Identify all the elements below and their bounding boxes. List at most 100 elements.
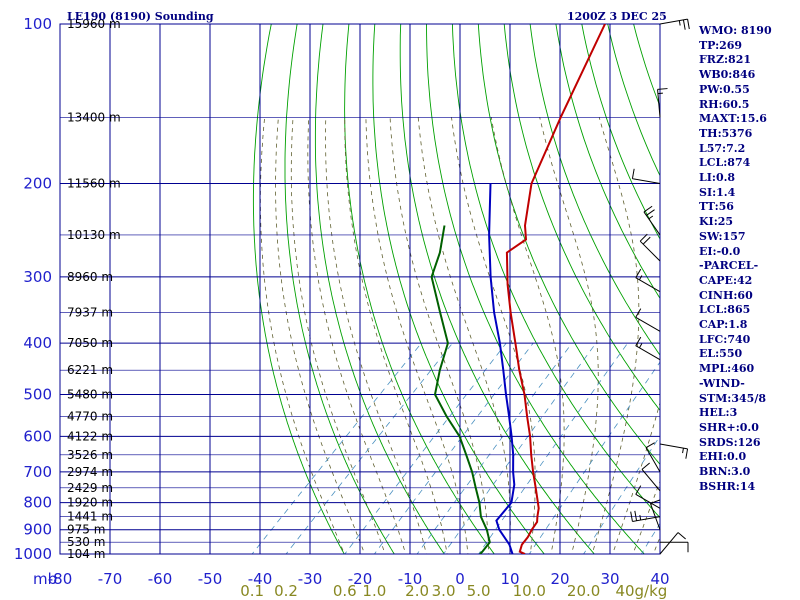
index-item: -WIND- [699,376,745,390]
index-item: LI:0.8 [699,171,736,185]
height-label: 11560 m [67,177,121,191]
dry-adiabat-line [372,24,545,554]
temperature-tick-label: -70 [98,570,123,588]
y-axis-label: mb [33,570,57,588]
wind-barb-flag [641,462,650,470]
wind-barb [639,233,661,262]
index-item: LFC:740 [699,332,751,346]
wind-barb-flag [643,205,653,213]
station-title: LE190 (8190) Sounding [67,10,214,23]
mixing-ratio-label: 40g/kg [615,582,667,600]
wind-barb [641,462,661,492]
index-item: EL:550 [699,347,743,361]
wind-barb-flag [635,485,642,495]
height-label: 2974 m [67,465,113,479]
wind-barb-half-flag [638,343,643,349]
pressure-tick-label: 500 [23,385,52,403]
moist-adiabat-line [325,117,427,554]
height-label: 4122 m [67,429,113,443]
dry-adiabat-line [555,24,660,300]
pressure-tick-label: 800 [23,494,52,512]
moist-adiabat-line [451,117,536,554]
index-item: SHR+:0.0 [699,420,759,434]
wind-barb-flag [645,442,655,449]
pressure-tick-label: 300 [23,268,52,286]
wind-barb [657,88,668,118]
mixing-ratio-label: 10.0 [513,582,546,600]
index-item: CINH:60 [699,288,753,302]
wind-barb-staff [645,447,661,473]
temperature-tick-label: 10 [500,570,519,588]
wind-barb-half-flag [682,448,684,454]
temperature-tick-label: 0 [455,570,465,588]
moist-adiabat-line [275,117,366,554]
temperature-tick-label: -40 [248,570,273,588]
temperature-tick-label: -50 [198,570,223,588]
mixing-ratio-line [285,342,453,554]
wind-barb-flag [639,233,648,242]
index-item: SRDS:126 [699,435,761,449]
mixing-ratio-label: 5.0 [467,582,491,600]
index-item: TH:5376 [699,126,753,140]
temperature-tick-label: -80 [48,570,73,588]
wind-barb-flag [642,236,651,245]
wind-barb-flag [635,336,642,346]
wind-barb-staff [632,178,661,185]
temperature-tick-label: -20 [348,570,373,588]
temperature-trace [505,24,606,554]
moist-adiabat-line [389,117,490,554]
wind-barb-staff [641,469,661,492]
index-item: CAPE:42 [699,273,753,287]
height-label: 3526 m [67,448,113,462]
height-label: 975 m [67,523,105,537]
moist-adiabat-line [307,117,407,554]
wind-barb-flag [635,308,642,318]
wind-barb-half-flag [648,215,654,220]
index-item: BRN:3.0 [699,465,751,479]
index-item: RH:60.5 [699,97,750,111]
mixing-ratio-label: 20.0 [567,582,600,600]
dry-adiabats [252,24,660,554]
wind-barb [635,336,661,361]
sounding-time: 1200Z 3 DEC 25 [567,10,667,23]
index-item: SW:157 [699,229,746,243]
index-item: EI:-0.0 [699,244,741,258]
wind-barb-half-flag [639,514,642,521]
wind-barb-half-flag [638,275,643,281]
mixing-ratio-line [443,342,597,554]
wind-barb-flag [687,19,690,30]
mixing-ratio-line [583,435,660,554]
height-label: 15960 m [67,17,121,31]
pressure-tick-label: 1000 [14,545,52,563]
mixing-ratio-line [416,342,573,554]
wind-barb-flag [631,168,635,179]
wind-barb-flag [634,510,638,521]
height-label: 104 m [67,547,105,561]
wind-barb [660,541,689,553]
height-label: 13400 m [67,110,121,124]
pressure-tick-label: 100 [23,15,52,33]
wind-barb-flag [630,511,633,522]
mixing-ratio-label: 0.2 [274,582,298,600]
height-label: 7937 m [67,305,113,319]
pressure-tick-label: 700 [23,463,52,481]
dry-adiabat-line [426,24,645,554]
mixing-ratio-line [251,342,422,554]
index-item: L57:7.2 [699,141,746,155]
index-item: STM:345/8 [699,391,766,405]
index-item: PW:0.55 [699,82,750,96]
parcel-trace [488,183,516,554]
index-item: TT:56 [699,200,734,214]
dry-adiabat-line [314,24,445,554]
dewpoint-trace [430,225,491,554]
wind-barb-staff [635,316,661,332]
dry-adiabat-line [252,24,345,554]
index-item: WB0:846 [699,68,756,82]
wind-barb-staff [659,532,679,555]
index-item: LCL:865 [699,303,751,317]
height-label: 6221 m [67,363,113,377]
height-label: 5480 m [67,387,113,401]
index-item: SI:1.4 [699,185,736,199]
temperature-tick-label: -10 [398,570,423,588]
